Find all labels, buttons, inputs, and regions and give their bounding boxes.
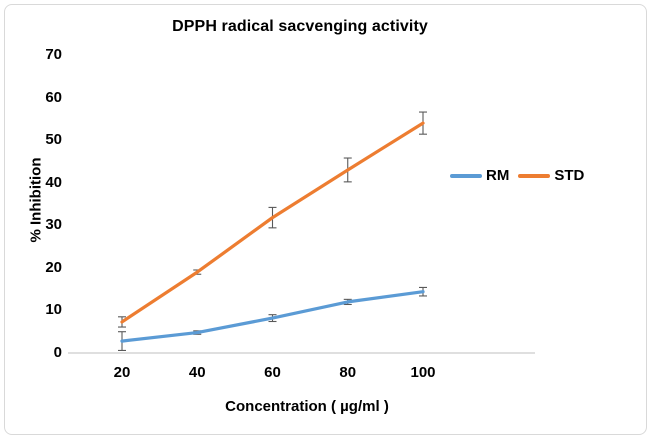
y-tick-label: 0 (53, 344, 62, 361)
y-tick-label: 10 (45, 301, 62, 319)
y-tick-label: 50 (45, 131, 62, 149)
y-tick-label: 60 (45, 88, 62, 106)
y-tick-label: 70 (45, 46, 62, 63)
x-tick-label: 60 (264, 364, 281, 381)
legend-line-sample-icon (450, 174, 482, 178)
chart-title: DPPH radical sacvenging activity (172, 18, 428, 35)
legend-label: STD (554, 167, 585, 184)
x-tick-label: 80 (339, 364, 357, 381)
legend-item-std: STD (518, 167, 584, 185)
x-tick-label: 40 (188, 364, 206, 381)
x-axis-title: Concentration ( µg/ml ) (225, 398, 389, 415)
y-tick-label: 30 (45, 216, 62, 234)
legend-item-rm: RM (450, 167, 509, 185)
y-tick-label: 40 (45, 173, 62, 191)
legend-label: RM (486, 167, 510, 184)
series-line-rm (120, 290, 425, 343)
legend: RM STD (450, 167, 584, 185)
x-tick-label: 100 (410, 364, 436, 381)
x-tick-label: 20 (113, 364, 131, 381)
legend-line-sample-icon (518, 174, 551, 178)
y-tick-label: 20 (45, 258, 62, 276)
chart-area-border (4, 4, 647, 435)
series-line-std (120, 121, 425, 324)
